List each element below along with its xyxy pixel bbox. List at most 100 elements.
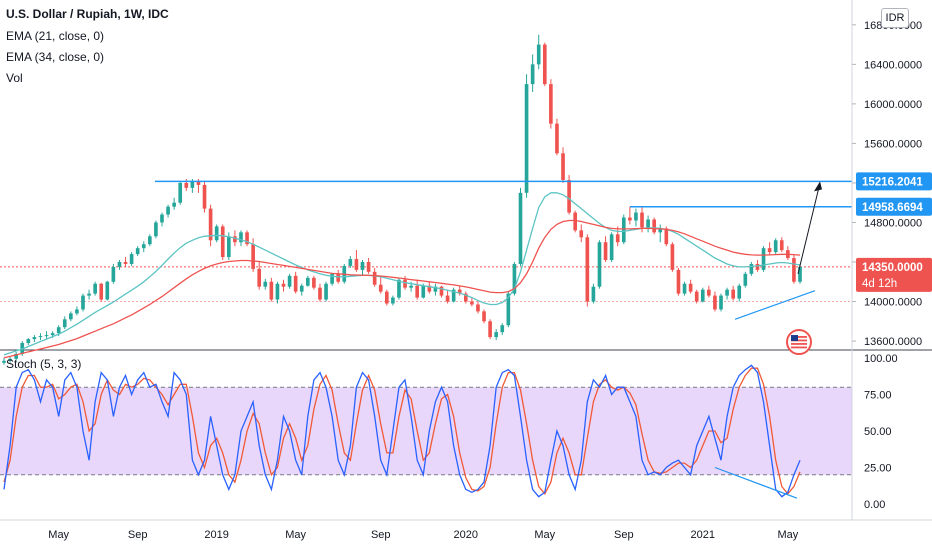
candle-body xyxy=(105,281,110,300)
candle-body xyxy=(202,184,207,209)
candle-body xyxy=(99,283,104,300)
candle-body xyxy=(694,291,699,302)
candle-body xyxy=(38,336,43,338)
stoch-legend[interactable]: Stoch (5, 3, 3) xyxy=(6,357,82,371)
candle-body xyxy=(615,234,620,243)
candle-body xyxy=(567,179,571,213)
candle-body xyxy=(427,285,432,292)
candle-body xyxy=(397,279,401,298)
candle-body xyxy=(609,234,614,261)
candle-body xyxy=(737,285,742,299)
candle-body xyxy=(366,261,371,272)
stoch-k-line xyxy=(3,364,801,498)
projection-arrow-line xyxy=(797,182,821,274)
candle-body xyxy=(561,153,565,180)
trendline-drawings[interactable] xyxy=(714,181,822,499)
vol-legend[interactable]: Vol xyxy=(6,71,23,85)
candle-body xyxy=(62,319,67,328)
candle-body xyxy=(743,273,748,286)
candle-body xyxy=(482,311,486,322)
candle-body xyxy=(372,271,377,285)
flag-stripe xyxy=(791,339,807,342)
stoch-tick-label: 50.00 xyxy=(864,426,892,438)
ema-lines xyxy=(3,192,801,359)
candle-body xyxy=(676,269,681,294)
candle-body xyxy=(117,261,122,267)
projection-arrow-head xyxy=(814,181,822,192)
candle-body xyxy=(628,217,632,221)
flag-stripe xyxy=(791,343,807,345)
candle-body xyxy=(324,283,328,300)
candle-body xyxy=(494,332,499,338)
candle-body xyxy=(220,226,225,258)
candle-body xyxy=(421,285,426,298)
candle-body xyxy=(275,283,280,300)
candle-body xyxy=(707,289,711,296)
candle-body xyxy=(773,240,778,253)
time-tick-label: Sep xyxy=(128,529,148,541)
candle-body xyxy=(403,279,407,288)
candle-body xyxy=(378,284,383,292)
time-tick-label: 2020 xyxy=(454,529,478,541)
candle-body xyxy=(524,84,529,193)
candle-body xyxy=(251,244,255,269)
candle-body xyxy=(178,182,183,203)
stoch-axis[interactable]: 100.00 75.00 50.00 25.00 0.00 xyxy=(864,353,898,511)
chart-title[interactable]: U.S. Dollar / Rupiah, 1W, IDC xyxy=(6,7,169,21)
candle-body xyxy=(506,293,511,326)
candle-body xyxy=(713,295,717,310)
candle-body xyxy=(725,289,729,296)
candle-body xyxy=(287,275,292,287)
candle-body xyxy=(518,192,523,264)
stoch-band-fill xyxy=(0,387,852,475)
stoch-divergence-line xyxy=(714,466,798,499)
candle-body xyxy=(384,291,389,304)
candle-body xyxy=(470,301,474,305)
candle-body xyxy=(391,297,395,304)
candle-body xyxy=(779,240,784,251)
ema21-legend[interactable]: EMA (21, close, 0) xyxy=(6,29,105,43)
time-axis[interactable]: May Sep 2019 May Sep 2020 May Sep 2021 May xyxy=(0,519,932,541)
candle-body xyxy=(555,123,559,154)
candle-body xyxy=(597,242,602,287)
stoch-overbought-oversold-band xyxy=(0,349,932,476)
us-flag-icon[interactable] xyxy=(786,329,812,356)
candle-body xyxy=(591,286,596,302)
candle-body xyxy=(81,295,85,310)
candle-body xyxy=(688,283,693,292)
candle-body xyxy=(634,212,638,221)
candle-body xyxy=(160,214,164,223)
price-tick-label: 14800.0000 xyxy=(864,217,922,229)
candle-body xyxy=(263,281,268,287)
candle-body xyxy=(172,202,176,207)
candle-body xyxy=(227,236,231,258)
candle-body xyxy=(500,325,505,333)
price-tick-label: 16000.0000 xyxy=(864,99,922,111)
stoch-tick-label: 75.00 xyxy=(864,390,892,402)
candle-body xyxy=(8,358,12,361)
price-tick-label: 14000.0000 xyxy=(864,297,922,309)
candle-body xyxy=(415,285,420,298)
candle-body xyxy=(293,275,298,292)
candle-body xyxy=(542,44,547,85)
candle-body xyxy=(457,289,462,294)
candle-body xyxy=(214,226,219,241)
candle-body xyxy=(93,283,97,294)
candle-body xyxy=(640,212,644,228)
candle-body xyxy=(184,182,189,188)
candle-body xyxy=(281,283,286,287)
price-tag-label: 14958.6694 xyxy=(862,202,923,214)
currency-label[interactable]: IDR xyxy=(881,8,909,28)
ema34-legend[interactable]: EMA (34, close, 0) xyxy=(6,50,105,64)
candle-body xyxy=(719,295,723,310)
flag-stripe xyxy=(791,346,807,349)
candle-body xyxy=(312,277,316,288)
candle-body xyxy=(123,261,128,264)
candle-body xyxy=(148,236,152,245)
stochastic-lines xyxy=(3,364,801,498)
price-tag-box xyxy=(856,257,932,292)
ema21-line xyxy=(3,192,801,356)
candle-body xyxy=(2,360,6,363)
candle-body xyxy=(488,321,492,338)
